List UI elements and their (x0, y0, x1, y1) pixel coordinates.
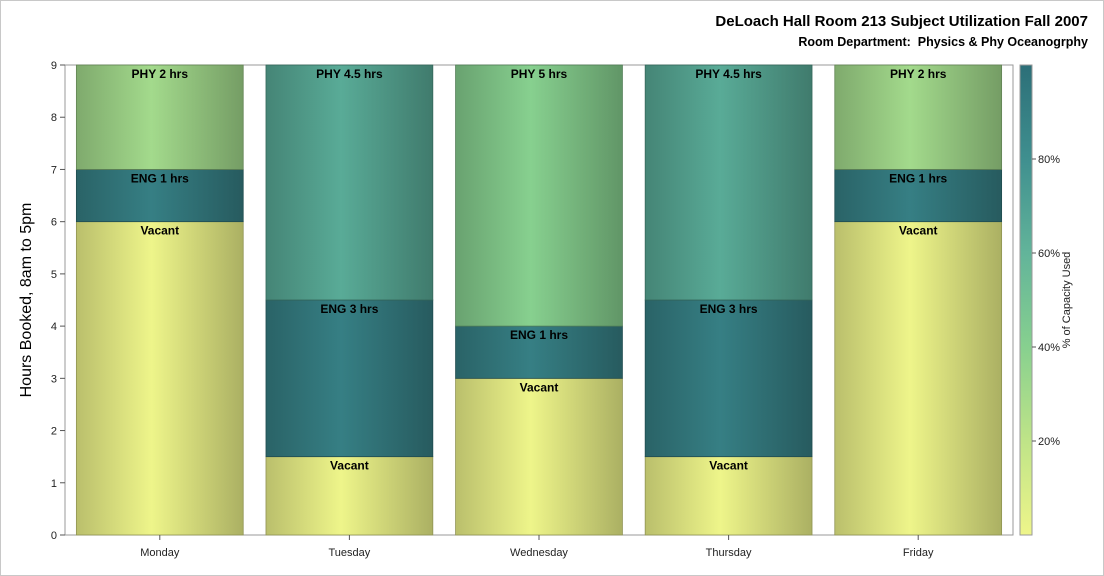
bar-segment (834, 221, 1003, 536)
chart-title: DeLoach Hall Room 213 Subject Utilizatio… (715, 13, 1088, 30)
y-tick-label: 8 (51, 112, 57, 124)
colorbar-tick-label: 40% (1038, 342, 1060, 354)
y-tick-label: 7 (51, 164, 57, 176)
y-tick-label: 5 (51, 269, 57, 281)
bar-segment (644, 299, 813, 458)
x-tick-label: Monday (140, 547, 180, 559)
x-tick-label: Friday (903, 547, 934, 559)
x-tick-label: Tuesday (329, 547, 371, 559)
segment-label: ENG 3 hrs (700, 302, 758, 316)
bar-segment (75, 221, 244, 536)
colorbar-tick-label: 80% (1038, 154, 1060, 166)
segment-label: ENG 1 hrs (131, 171, 189, 185)
colorbar-label: % of Capacity Used (1061, 252, 1073, 349)
bar-segment (265, 299, 434, 458)
bar-segment (75, 169, 244, 223)
y-tick-label: 4 (51, 321, 57, 333)
segment-label: PHY 2 hrs (132, 67, 189, 81)
segment-label: ENG 1 hrs (510, 328, 568, 342)
segment-label: Vacant (520, 380, 559, 394)
segment-label: PHY 5 hrs (511, 67, 568, 81)
bar-segment (644, 64, 813, 301)
y-tick-label: 6 (51, 217, 57, 229)
colorbar-tick-label: 20% (1038, 436, 1060, 448)
segment-label: PHY 2 hrs (890, 67, 947, 81)
x-tick-label: Thursday (706, 547, 752, 559)
segment-label: ENG 1 hrs (889, 171, 947, 185)
bar-segment (834, 64, 1003, 170)
y-tick-label: 1 (51, 478, 57, 490)
bar-segment (455, 64, 623, 327)
y-axis-label: Hours Booked, 8am to 5pm (18, 203, 35, 398)
segment-label: PHY 4.5 hrs (316, 67, 383, 81)
y-tick-label: 9 (51, 60, 57, 72)
colorbar-legend: 20% 40% 60% 80% (1019, 64, 1060, 536)
chart-subtitle: Room Department: Physics & Phy Oceanogrp… (798, 35, 1088, 49)
plot-area: 0 1 2 3 4 5 6 7 8 9 Vacant ENG 1 hrs PHY 2 hrs Monday… (51, 60, 1014, 559)
segment-label: PHY 4.5 hrs (695, 67, 762, 81)
bar-segment (265, 64, 434, 301)
segment-label: Vacant (330, 459, 369, 473)
bar-segment (455, 377, 623, 536)
bar-segment (75, 64, 244, 170)
segment-label: Vacant (899, 224, 938, 238)
x-tick-label: Wednesday (510, 547, 568, 559)
bar-segment (834, 169, 1003, 223)
bar-segment (265, 456, 434, 536)
colorbar-tick-label: 60% (1038, 248, 1060, 260)
y-tick-label: 2 (51, 426, 57, 438)
colorbar-ramp (1019, 64, 1033, 536)
segment-label: Vacant (140, 224, 179, 238)
y-tick-label: 0 (51, 530, 57, 542)
segment-label: Vacant (709, 459, 748, 473)
segment-label: ENG 3 hrs (320, 302, 378, 316)
y-tick-label: 3 (51, 373, 57, 385)
